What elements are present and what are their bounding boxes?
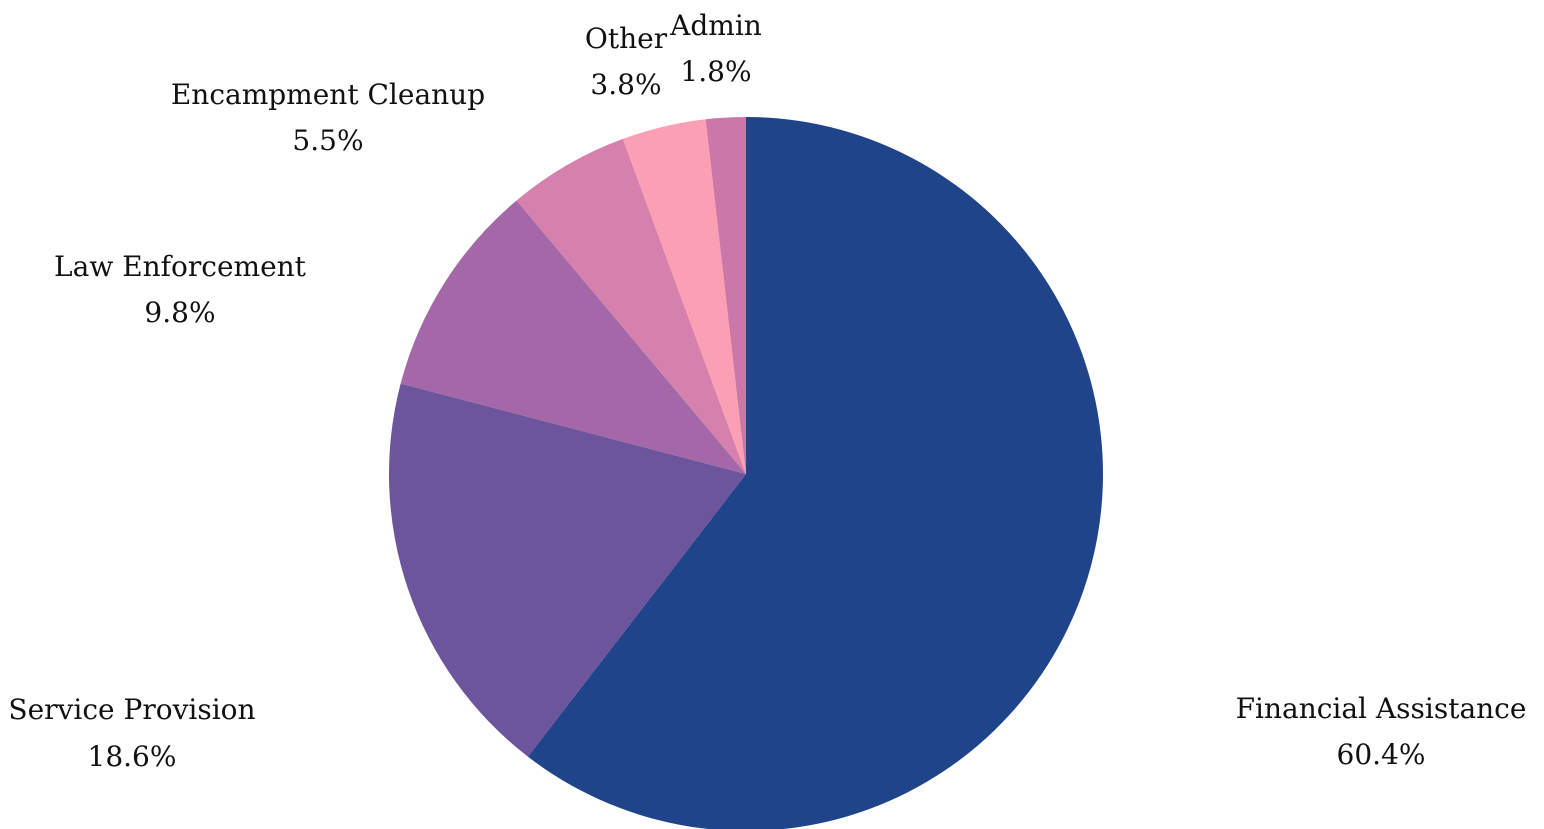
slice-value-other: 3.8% [590,68,661,101]
slice-value-service-provision: 18.6% [88,740,177,773]
slice-label-other: Other [585,22,668,55]
slice-value-encampment-cleanup: 5.5% [292,124,363,157]
slice-value-admin: 1.8% [680,55,751,88]
pie-slices [388,117,1103,829]
slice-service-provision [388,383,746,757]
slice-other [622,119,746,474]
slice-admin [705,117,746,474]
slice-financial-assistance [527,117,1103,829]
slice-value-financial-assistance: 60.4% [1337,738,1426,771]
slice-encampment-cleanup [516,138,746,475]
slice-law-enforcement [400,200,746,474]
slice-value-law-enforcement: 9.8% [144,296,215,329]
slice-label-service-provision: Service Provision [8,693,255,726]
pie-labels: Financial Assistance 60.4% Service Provisi… [8,9,1526,773]
slice-label-admin: Admin [669,9,762,42]
slice-label-encampment-cleanup: Encampment Cleanup [171,78,485,111]
slice-label-financial-assistance: Financial Assistance [1236,692,1527,725]
slice-label-law-enforcement: Law Enforcement [54,250,307,283]
